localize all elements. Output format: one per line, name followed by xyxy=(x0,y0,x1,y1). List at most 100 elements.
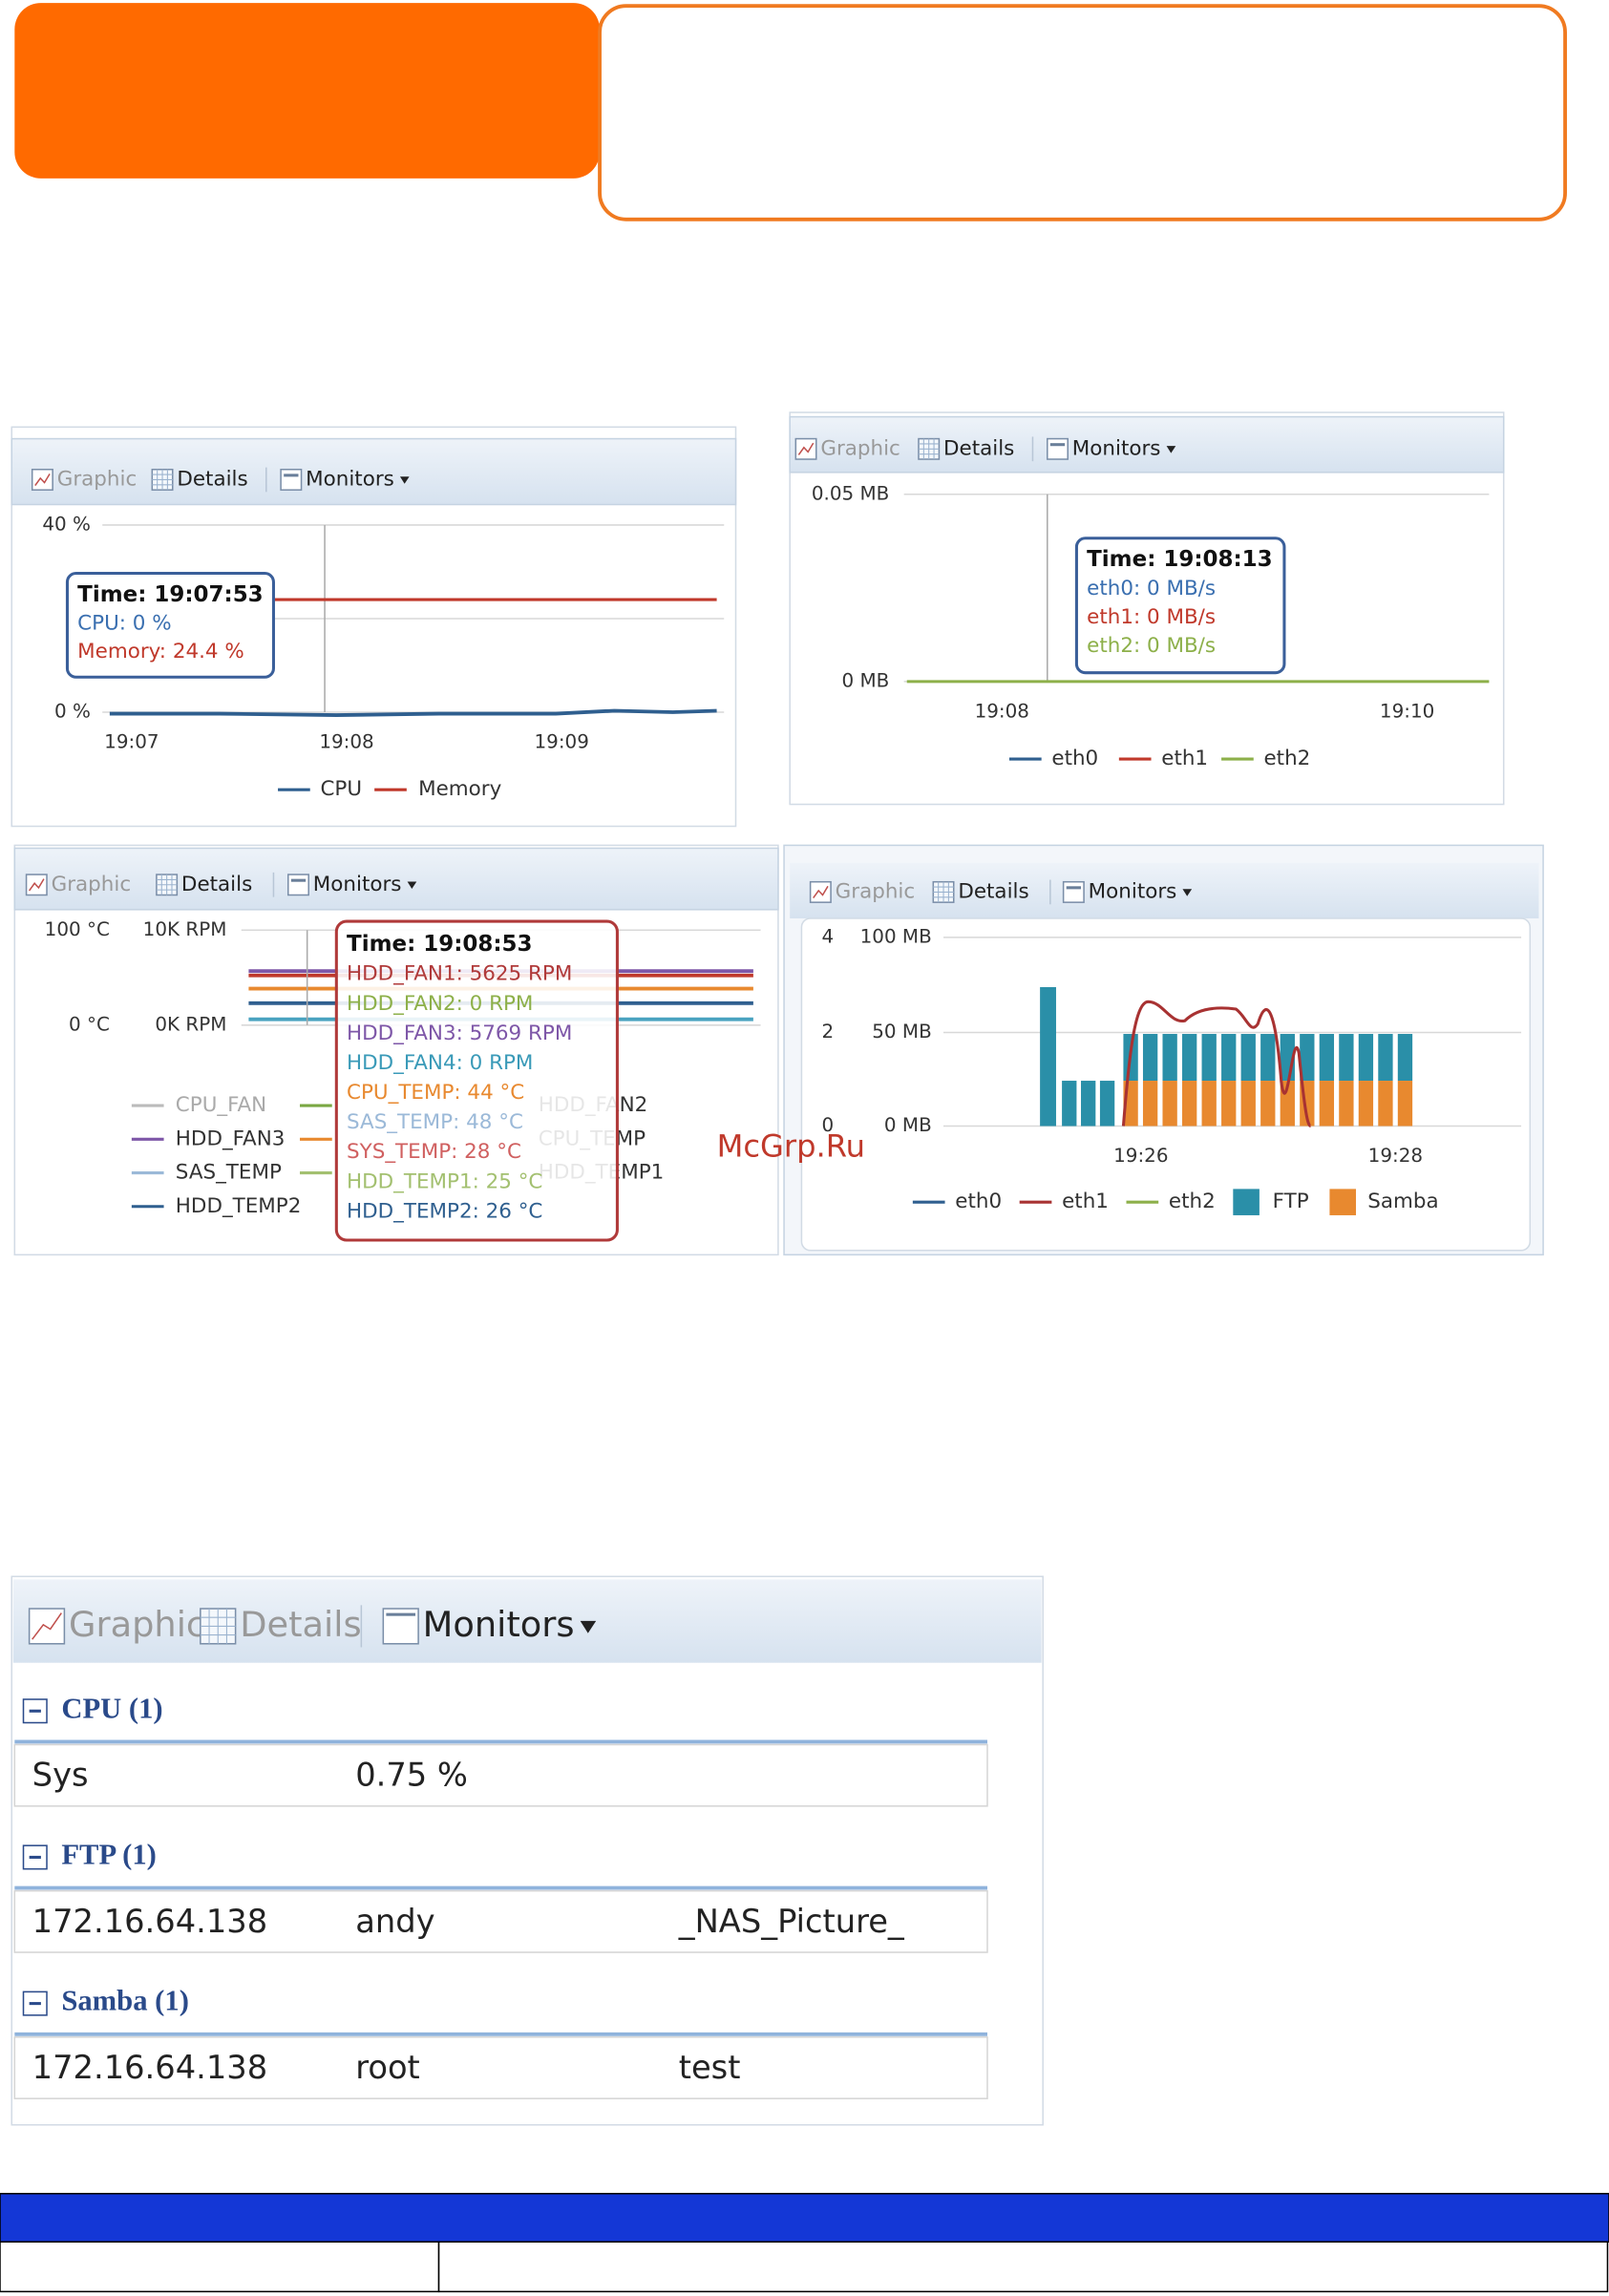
x-tick-label: 19:10 xyxy=(1380,701,1434,723)
cell-text: 172.16.64.138 xyxy=(32,1903,267,1940)
cell-text: test xyxy=(679,2049,741,2086)
toolbar-icon xyxy=(287,874,309,896)
toolbar xyxy=(790,862,1539,919)
toolbar-details[interactable]: Details xyxy=(240,1604,361,1645)
bar xyxy=(1040,987,1056,1127)
legend-label: eth2 xyxy=(1169,1190,1216,1213)
y-tick-label: 0K RPM xyxy=(155,1013,226,1035)
tooltip-text: eth1: 0 MB/s xyxy=(1087,605,1216,629)
legend-label: eth0 xyxy=(955,1190,1002,1213)
icon-glyph xyxy=(1066,886,1082,890)
x-tick-label: 19:26 xyxy=(1113,1145,1168,1167)
legend-swatch xyxy=(1233,1189,1260,1215)
tooltip-text: SYS_TEMP: 28 °C xyxy=(347,1140,521,1164)
icon-glyph xyxy=(386,1612,416,1616)
tooltip-text: HDD_FAN2: 0 RPM xyxy=(347,992,533,1016)
icon-glyph xyxy=(290,878,307,882)
dropdown-arrow xyxy=(1182,889,1193,896)
bar xyxy=(1182,1081,1197,1127)
bar xyxy=(1240,1081,1256,1127)
tooltip-text: Time: 19:08:53 xyxy=(347,932,533,957)
x-tick-label: 19:07 xyxy=(104,731,159,753)
toolbar-graphic[interactable]: Graphic xyxy=(69,1604,205,1645)
table-cell xyxy=(437,2241,1609,2293)
bar xyxy=(1221,1081,1237,1127)
group-title: CPU (1) xyxy=(61,1692,162,1724)
bar xyxy=(1378,1034,1393,1082)
bar xyxy=(1162,1081,1177,1127)
bar xyxy=(1221,1034,1237,1082)
bar xyxy=(1358,1034,1374,1082)
bar xyxy=(1240,1034,1256,1082)
toolbar-icon xyxy=(1047,437,1069,460)
row xyxy=(13,1889,988,1953)
toolbar-details[interactable]: Details xyxy=(177,467,247,491)
y-tick-label: 100 MB xyxy=(860,925,932,947)
bar xyxy=(1182,1034,1197,1082)
collapse-icon xyxy=(22,1991,48,2016)
icon-glyph xyxy=(34,473,51,487)
bar xyxy=(1397,1034,1413,1082)
legend-label: CPU_FAN xyxy=(176,1093,266,1117)
toolbar-details[interactable]: Details xyxy=(181,873,252,896)
table-header xyxy=(0,2192,1609,2243)
tooltip-text: eth0: 0 MB/s xyxy=(1087,577,1216,600)
group-title: Samba (1) xyxy=(61,1985,189,2017)
tooltip-text: Memory: 24.4 % xyxy=(77,640,244,664)
toolbar-monitors[interactable]: Monitors xyxy=(423,1604,575,1645)
bar xyxy=(1300,1034,1315,1082)
bar xyxy=(1260,1034,1276,1082)
header-frame xyxy=(598,4,1567,221)
toolbar xyxy=(12,1579,1042,1663)
tooltip-text: Time: 19:08:13 xyxy=(1087,547,1272,572)
y-tick-label: 0.05 MB xyxy=(812,482,889,504)
x-tick-label: 19:08 xyxy=(975,701,1029,723)
watermark: McGrp.Ru xyxy=(717,1128,865,1165)
series-line xyxy=(1121,1000,1312,1128)
bar xyxy=(1378,1081,1393,1127)
tooltip-text: HDD_TEMP2: 26 °C xyxy=(347,1199,542,1223)
bar xyxy=(1319,1034,1335,1082)
x-tick-label: 19:28 xyxy=(1368,1145,1423,1167)
toolbar-monitors[interactable]: Monitors xyxy=(1089,879,1177,903)
legend-label: eth1 xyxy=(1062,1190,1109,1213)
toolbar xyxy=(13,847,779,911)
x-tick-label: 19:08 xyxy=(319,731,373,753)
toolbar-graphic[interactable]: Graphic xyxy=(820,436,900,460)
bar xyxy=(1319,1081,1335,1127)
toolbar-monitors[interactable]: Monitors xyxy=(306,467,394,491)
toolbar-graphic[interactable]: Graphic xyxy=(57,467,138,491)
legend-label: FTP xyxy=(1273,1190,1309,1213)
bar xyxy=(1162,1034,1177,1082)
tooltip-text: HDD_FAN1: 5625 RPM xyxy=(347,962,572,986)
tooltip-text: HDD_TEMP1: 25 °C xyxy=(347,1169,542,1193)
icon-glyph xyxy=(797,442,815,455)
toolbar-icon xyxy=(280,468,303,491)
toolbar xyxy=(789,415,1505,474)
cell-text: _NAS_Picture_ xyxy=(678,1903,905,1940)
y-tick-label: 0 xyxy=(821,1114,834,1136)
toolbar-icon xyxy=(1062,880,1085,903)
bar xyxy=(1201,1034,1217,1082)
toolbar-details[interactable]: Details xyxy=(943,436,1014,460)
y-tick-label: 0 °C xyxy=(69,1013,110,1035)
icon-glyph xyxy=(813,885,829,899)
y-tick-label: 40 % xyxy=(42,513,91,535)
y-tick-label: 0 MB xyxy=(884,1114,932,1136)
tooltip-text: SAS_TEMP: 48 °C xyxy=(347,1110,523,1134)
tooltip xyxy=(1074,537,1286,675)
y-tick-label: 2 xyxy=(821,1021,834,1043)
bar xyxy=(1142,1081,1158,1127)
toolbar-details[interactable]: Details xyxy=(958,879,1028,903)
legend-label: HDD_TEMP2 xyxy=(176,1194,302,1218)
icon-glyph xyxy=(284,474,299,477)
row xyxy=(13,2036,988,2099)
toolbar-monitors[interactable]: Monitors xyxy=(313,873,402,896)
toolbar-graphic[interactable]: Graphic xyxy=(836,879,916,903)
icon-glyph xyxy=(32,1612,62,1640)
legend-label: Samba xyxy=(1367,1190,1438,1213)
toolbar-graphic[interactable]: Graphic xyxy=(52,873,132,896)
cell-text: andy xyxy=(355,1903,434,1940)
toolbar-monitors[interactable]: Monitors xyxy=(1072,436,1161,460)
